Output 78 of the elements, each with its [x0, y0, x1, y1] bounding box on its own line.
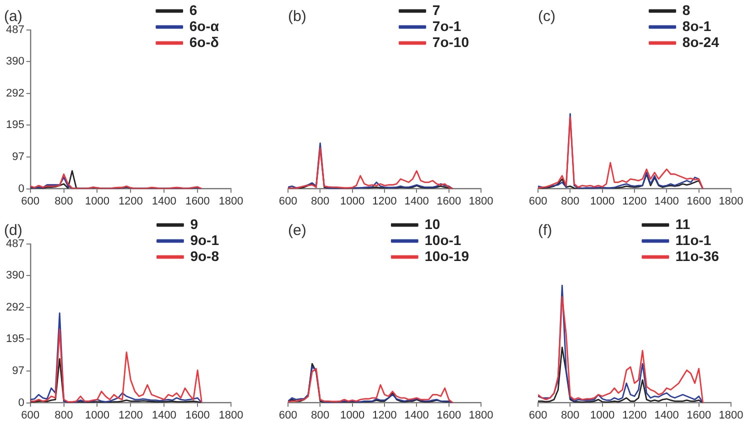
x-tick-label: 1800 — [218, 195, 244, 208]
x-tick-label: 600 — [278, 195, 298, 208]
legend-label: 11 — [675, 216, 690, 232]
x-tick-label: 600 — [278, 409, 298, 422]
y-tick-label: 97 — [12, 365, 24, 378]
y-tick-label: 0 — [18, 396, 24, 409]
x-tick-label: 800 — [310, 195, 330, 208]
x-tick-label: 1200 — [118, 195, 143, 208]
x-tick-label: 1000 — [84, 195, 110, 208]
x-tick-label: 1200 — [622, 409, 647, 422]
legend-label: 9o-8 — [190, 248, 220, 264]
chart-title: (b) — [288, 8, 306, 26]
x-tick-label: 1000 — [590, 195, 615, 208]
x-tick-label: 1400 — [404, 195, 429, 208]
chart-title: (d) — [4, 222, 22, 240]
x-tick-label: 800 — [560, 409, 580, 422]
x-tick-label: 1400 — [152, 195, 176, 208]
legend-label: 6 — [189, 2, 198, 18]
x-tick-label: 1000 — [84, 409, 110, 422]
legend-label: 10o-19 — [424, 248, 470, 264]
legend-label: 7o-1 — [432, 18, 462, 34]
x-tick-label: 1000 — [340, 409, 365, 422]
x-tick-label: 1600 — [436, 195, 462, 208]
legend-label: 9 — [190, 216, 198, 232]
x-tick-label: 1600 — [185, 409, 210, 422]
x-tick-label: 600 — [21, 409, 40, 422]
x-tick-label: 1200 — [372, 195, 397, 208]
x-tick-label: 1200 — [622, 195, 647, 208]
y-tick-label: 487 — [6, 24, 24, 36]
x-tick-label: 1400 — [404, 409, 429, 422]
x-tick-label: 800 — [560, 195, 580, 208]
legend-label: 11o-36 — [675, 248, 720, 264]
x-tick-label: 1600 — [686, 195, 712, 208]
y-tick-label: 487 — [6, 238, 24, 250]
x-tick-label: 600 — [528, 195, 548, 208]
x-tick-label: 1400 — [152, 409, 176, 422]
legend-label: 11o-1 — [675, 232, 712, 248]
chart-title: (e) — [288, 222, 306, 240]
x-tick-label: 1600 — [436, 409, 462, 422]
x-tick-label: 600 — [528, 409, 548, 422]
x-tick-label: 800 — [54, 409, 73, 422]
legend-label: 8 — [682, 2, 690, 18]
chart-title: (f) — [538, 222, 552, 240]
x-tick-label: 1800 — [468, 409, 494, 422]
chart-title: (a) — [4, 8, 22, 26]
x-tick-label: 1600 — [185, 195, 210, 208]
legend-label: 10o-1 — [424, 232, 462, 248]
legend-label: 7 — [432, 2, 440, 18]
legend-label: 7o-10 — [432, 34, 470, 50]
legend-label: 6o-δ — [189, 34, 219, 50]
legend-label: 10 — [424, 216, 440, 232]
legend-label: 8o-24 — [682, 34, 720, 50]
x-tick-label: 1000 — [590, 409, 615, 422]
x-tick-label: 1600 — [686, 409, 712, 422]
x-tick-label: 1000 — [340, 195, 365, 208]
y-tick-label: 292 — [6, 302, 24, 314]
y-tick-label: 195 — [6, 119, 24, 132]
y-tick-label: 292 — [6, 88, 24, 100]
y-tick-label: 0 — [18, 182, 24, 195]
x-tick-label: 1800 — [218, 409, 244, 422]
y-tick-label: 97 — [12, 151, 24, 164]
legend-label: 9o-1 — [190, 232, 220, 248]
x-tick-label: 1400 — [654, 195, 679, 208]
legend-label: 8o-1 — [682, 18, 712, 34]
y-tick-label: 390 — [6, 270, 24, 282]
x-tick-label: 1200 — [372, 409, 397, 422]
x-tick-label: 600 — [21, 195, 40, 208]
x-tick-label: 1800 — [718, 409, 744, 422]
x-tick-label: 800 — [310, 409, 330, 422]
chart-title: (c) — [538, 8, 556, 26]
y-tick-label: 390 — [6, 56, 24, 68]
x-tick-label: 1800 — [718, 195, 744, 208]
x-tick-label: 1800 — [468, 195, 494, 208]
x-tick-label: 1400 — [654, 409, 679, 422]
y-tick-label: 195 — [6, 333, 24, 346]
x-tick-label: 1200 — [118, 409, 143, 422]
legend-label: 6o-α — [189, 18, 220, 34]
x-tick-label: 800 — [54, 195, 73, 208]
